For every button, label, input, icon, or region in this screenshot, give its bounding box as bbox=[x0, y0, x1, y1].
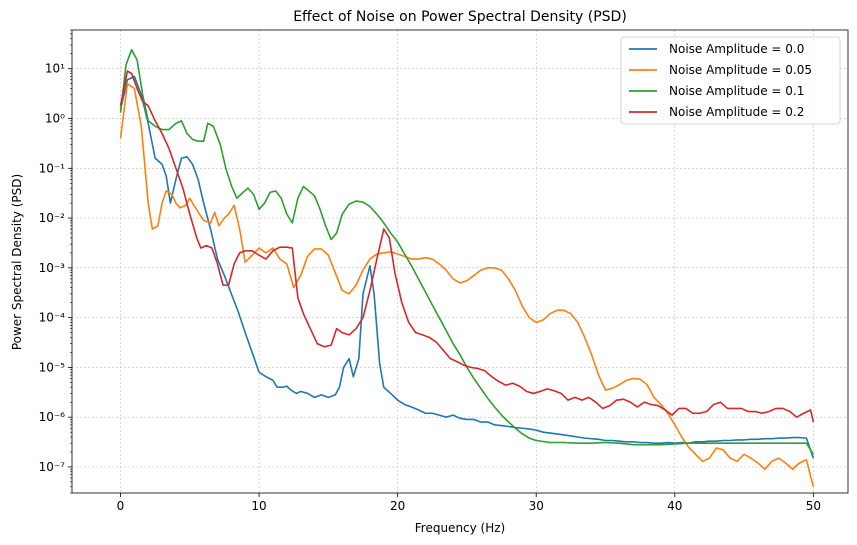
y-tick-label: 10⁰ bbox=[45, 112, 65, 126]
legend: Noise Amplitude = 0.0 Noise Amplitude = 0… bbox=[620, 36, 841, 125]
x-tick-label: 40 bbox=[667, 499, 682, 513]
x-tick-label: 0 bbox=[117, 499, 125, 513]
y-tick-label: 10⁻⁴ bbox=[39, 311, 66, 325]
series-lines bbox=[119, 49, 815, 487]
x-axis: 0 10 20 30 40 50 bbox=[117, 493, 821, 513]
y-tick-label: 10⁻² bbox=[39, 211, 66, 225]
x-tick-label: 50 bbox=[806, 499, 821, 513]
x-axis-label: Frequency (Hz) bbox=[415, 521, 506, 535]
y-tick-label: 10⁻⁷ bbox=[39, 460, 66, 474]
y-tick-label: 10⁻⁵ bbox=[39, 360, 66, 374]
legend-entry: Noise Amplitude = 0.0 bbox=[669, 42, 804, 56]
legend-entry: Noise Amplitude = 0.05 bbox=[669, 63, 812, 77]
series-line-3 bbox=[119, 70, 815, 423]
plot-frame bbox=[71, 29, 849, 494]
series-line-2 bbox=[119, 49, 815, 455]
series-line-1 bbox=[119, 82, 815, 487]
x-tick-label: 30 bbox=[529, 499, 544, 513]
y-tick-label: 10⁻⁶ bbox=[39, 410, 66, 424]
chart-title: Effect of Noise on Power Spectral Densit… bbox=[293, 9, 627, 25]
legend-entry: Noise Amplitude = 0.1 bbox=[669, 84, 804, 98]
y-axis-label: Power Spectral Density (PSD) bbox=[10, 174, 24, 350]
x-tick-label: 10 bbox=[251, 499, 266, 513]
legend-entry: Noise Amplitude = 0.2 bbox=[669, 105, 804, 119]
y-tick-label: 10¹ bbox=[45, 62, 65, 76]
y-tick-label: 10⁻³ bbox=[39, 261, 66, 275]
legend-box bbox=[620, 36, 841, 125]
grid bbox=[72, 30, 848, 493]
x-tick-label: 20 bbox=[390, 499, 405, 513]
y-axis: 10⁻⁷ 10⁻⁶ 10⁻⁵ 10⁻⁴ 10⁻³ 10⁻² 10⁻¹ 10⁰ 10¹ bbox=[39, 29, 72, 494]
y-tick-label: 10⁻¹ bbox=[39, 161, 66, 175]
